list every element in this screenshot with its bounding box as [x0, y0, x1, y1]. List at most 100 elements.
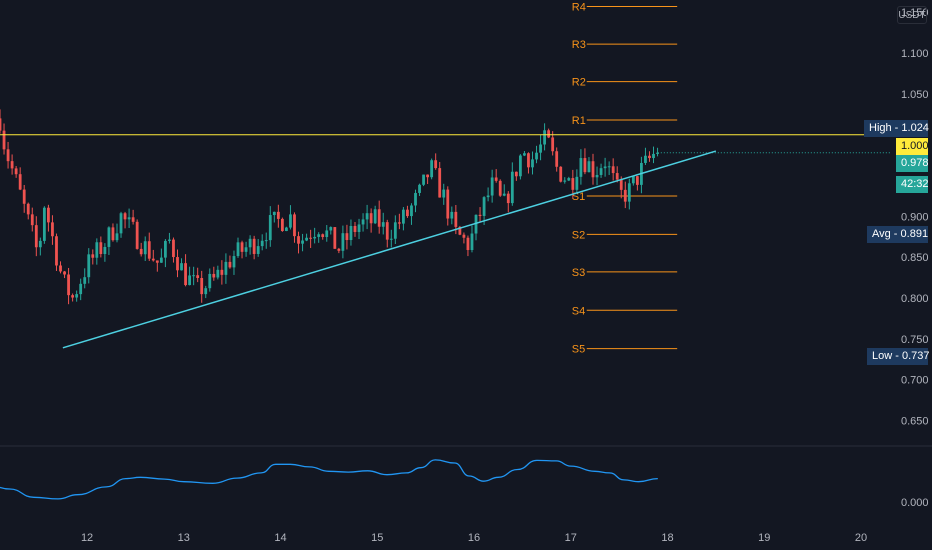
- price-axis-label: 1.050: [901, 89, 929, 101]
- candle-body: [462, 234, 466, 238]
- candle-body: [248, 238, 252, 248]
- candle-body: [377, 209, 381, 227]
- candle-body: [402, 209, 405, 224]
- candle-body: [147, 241, 151, 259]
- candle-body: [563, 180, 567, 182]
- candle-body: [220, 269, 224, 275]
- time-axis-label: 14: [274, 532, 286, 544]
- candle-body: [486, 195, 490, 198]
- price-axis-label: 0.750: [901, 334, 929, 346]
- candle-body: [567, 178, 571, 181]
- candle-body: [555, 151, 559, 167]
- candle-body: [349, 225, 353, 241]
- high-tag: High - 1.024: [864, 120, 929, 137]
- candle-body: [523, 153, 526, 156]
- candle-body: [276, 211, 280, 219]
- candle-body: [595, 174, 599, 178]
- axes: 1.150 1.100 1.050 0.900 0.850 0.800 0.750 0.700…: [81, 7, 929, 544]
- candle-body: [79, 283, 83, 295]
- candle-body: [571, 178, 575, 190]
- candle-body: [6, 149, 10, 162]
- pivot-label-r3: R3: [572, 39, 586, 51]
- candle-body: [422, 174, 425, 185]
- time-axis-label: 13: [178, 532, 190, 544]
- candle-body: [244, 247, 248, 252]
- candle-body: [393, 222, 397, 239]
- candle-body: [42, 207, 46, 241]
- currency-label[interactable]: USDT: [897, 6, 927, 24]
- candle-body: [103, 246, 107, 255]
- candle-body: [635, 176, 639, 185]
- candle-body: [47, 207, 50, 223]
- candle-body: [430, 160, 434, 178]
- candle-body: [631, 176, 635, 184]
- time-axis-label: 15: [371, 532, 383, 544]
- candle-body: [204, 288, 208, 295]
- candle-body: [611, 166, 615, 174]
- candle-body: [644, 155, 647, 163]
- candle-body: [71, 295, 75, 298]
- candle-body: [123, 213, 127, 220]
- candle-body: [587, 161, 591, 173]
- candle-body: [14, 168, 18, 175]
- candle-body: [224, 261, 228, 275]
- candle-body: [10, 161, 14, 169]
- candle-body: [494, 177, 498, 181]
- candle-body: [442, 189, 446, 198]
- time-axis-label: 12: [81, 532, 93, 544]
- candle-body: [168, 239, 171, 241]
- candle-body: [502, 193, 506, 196]
- candle-body: [67, 274, 70, 296]
- candle-body: [361, 219, 365, 225]
- candle-body: [135, 221, 139, 249]
- candle-body: [252, 238, 256, 254]
- candle-body: [212, 273, 216, 278]
- candle-body: [272, 211, 276, 216]
- candle-body: [313, 236, 317, 239]
- candle-body: [535, 152, 538, 160]
- time-axis-label: 18: [661, 532, 673, 544]
- candle-body: [0, 118, 2, 131]
- candle-body: [232, 256, 236, 268]
- candle-body: [115, 233, 119, 241]
- candle-body: [490, 177, 494, 196]
- last-price-tag: 0.978: [896, 155, 929, 172]
- price-axis-label: 0.900: [901, 211, 929, 223]
- candle-body: [365, 213, 369, 220]
- candle-body: [196, 275, 200, 279]
- candle-body: [579, 158, 583, 177]
- candle-body: [26, 203, 30, 215]
- candle-body: [309, 237, 313, 239]
- candle-body: [256, 246, 260, 254]
- candle-body: [406, 209, 409, 217]
- candle-body: [59, 265, 62, 272]
- candle-body: [575, 176, 579, 190]
- candle-body: [301, 240, 304, 244]
- candle-body: [280, 218, 284, 232]
- candle-body: [337, 248, 341, 251]
- candle-body: [652, 153, 655, 159]
- candle-body: [127, 217, 131, 220]
- pivot-label-s3: S3: [572, 267, 585, 279]
- candle-body: [83, 277, 87, 284]
- candle-body: [458, 226, 462, 235]
- candle-body: [163, 240, 167, 258]
- avg-tag: Avg - 0.891: [867, 226, 928, 243]
- candle-body: [51, 222, 54, 237]
- candle-body: [381, 222, 385, 227]
- candle-body: [450, 211, 454, 219]
- candle-body: [341, 233, 345, 251]
- price-axis-label: 1.100: [901, 48, 929, 60]
- candle-body: [434, 160, 438, 169]
- candle-body: [216, 269, 220, 278]
- candle-body: [373, 209, 377, 224]
- candle-body: [151, 258, 155, 261]
- candle-body: [172, 239, 175, 258]
- candle-body: [446, 189, 450, 219]
- candle-body: [498, 180, 502, 196]
- candle-body: [305, 237, 308, 241]
- candle-body: [583, 158, 587, 173]
- candle-body: [55, 236, 58, 266]
- candle-body: [2, 130, 6, 150]
